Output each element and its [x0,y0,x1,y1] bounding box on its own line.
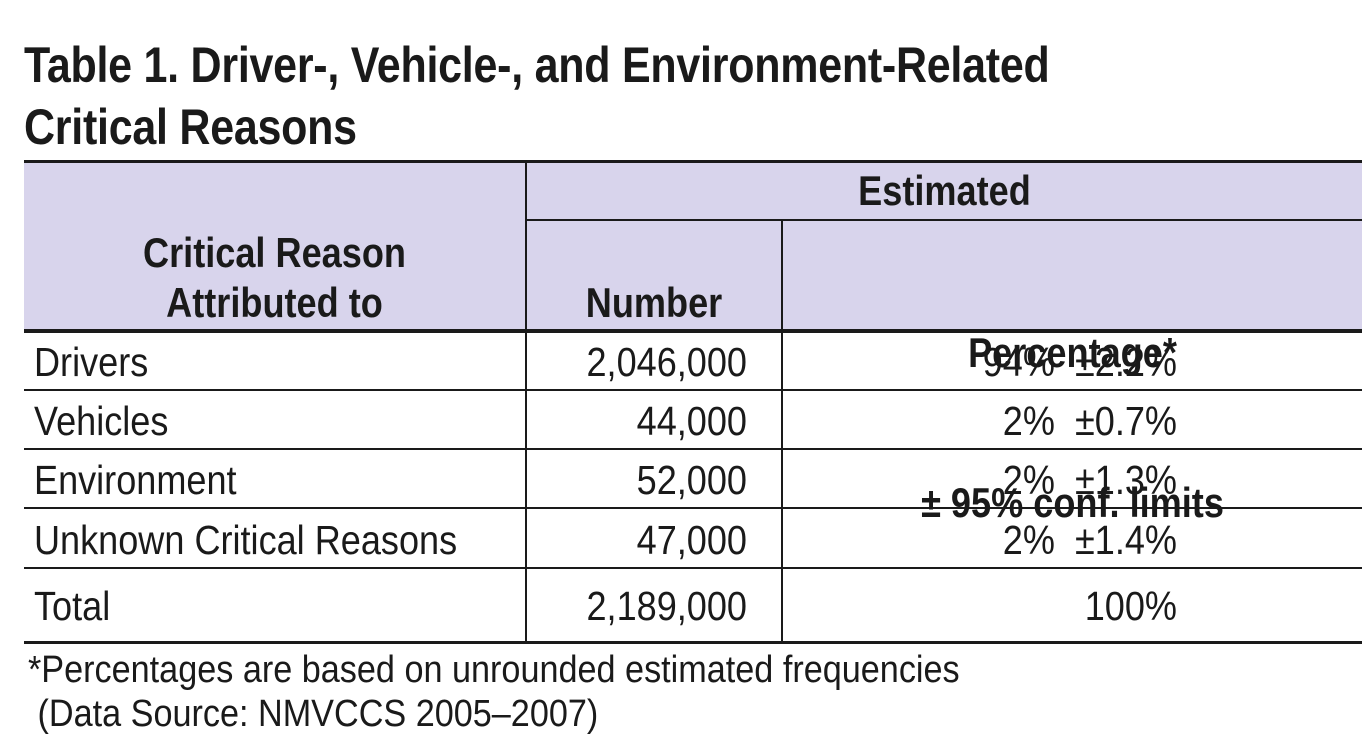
row-rule-2 [24,448,1362,450]
table-title-line-2: Critical Reasons [24,99,357,155]
table-bottom-rule [24,641,1362,644]
footnote-line-1: *Percentages are based on unrounded esti… [28,649,960,691]
critical-reasons-table: Estimated Critical Reason Attributed to … [24,160,1362,644]
group-header-rule [526,219,1362,221]
column-rule-2 [781,220,783,644]
header-percentage-line-1: Percentage* [968,329,1177,376]
row-vehicles-number: 44,000 [636,398,747,444]
row-drivers-number: 2,046,000 [586,339,747,385]
row-unknown-percentage: 2% ±1.4% [1002,517,1177,563]
row-rule-1 [24,389,1362,391]
row-total-number: 2,189,000 [586,583,747,629]
header-number: Number [585,279,723,326]
header-critical-reason-line-1: Critical Reason [143,229,406,276]
row-drivers-reason: Drivers [34,339,149,385]
header-bottom-rule [24,329,1362,333]
table-header-background [24,160,1362,331]
header-estimated: Estimated [858,167,1031,214]
table-top-rule [24,160,1362,163]
row-drivers-percentage: 94% ±2.2% [982,339,1177,385]
header-critical-reason-line-2: Attributed to [166,279,383,326]
header-percentage: Percentage* ± 95% conf. limits [824,228,1322,628]
header-percentage-line-2: ± 95% conf. limits [921,479,1224,526]
row-vehicles-reason: Vehicles [34,398,169,444]
footnote-data-source: (Data Source: NMVCCS 2005–2007) [28,693,599,735]
row-rule-3 [24,507,1362,509]
row-unknown-number: 47,000 [636,517,747,563]
header-critical-reason: Critical Reason Attributed to [59,228,490,328]
row-unknown-reason: Unknown Critical Reasons [34,517,458,563]
table-title-line-1: Table 1. Driver-, Vehicle-, and Environm… [24,37,1050,93]
table-footnote: *Percentages are based on unrounded esti… [28,648,960,736]
row-environment-percentage: 2% ±1.3% [1002,457,1177,503]
table-title: Table 1. Driver-, Vehicle-, and Environm… [24,34,1159,158]
row-total-reason: Total [34,583,111,629]
row-total-percentage: 100% [1084,583,1177,629]
row-environment-reason: Environment [34,457,237,503]
column-rule-1 [525,160,527,644]
row-rule-4 [24,567,1362,569]
row-vehicles-percentage: 2% ±0.7% [1002,398,1177,444]
row-environment-number: 52,000 [636,457,747,503]
